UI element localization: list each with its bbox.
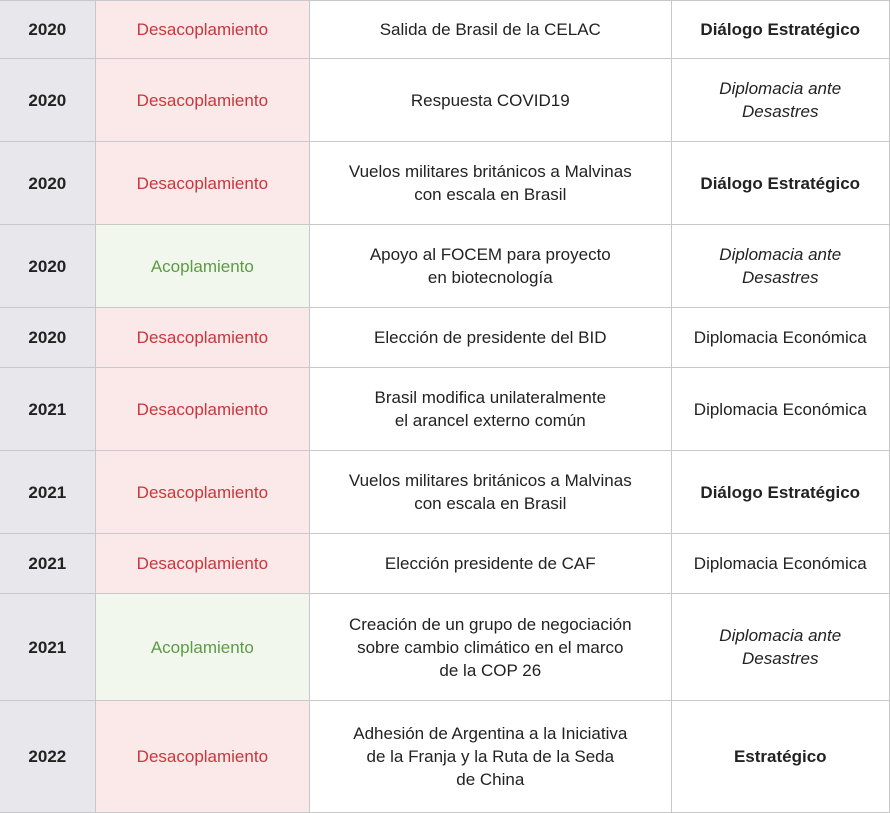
status-cell: Acoplamiento [94, 593, 311, 701]
category-line: Desastres [741, 102, 819, 121]
event-line: Salida de Brasil de la CELAC [379, 20, 601, 39]
category-line: Diplomacia Económica [693, 399, 867, 419]
category-cell: Diplomacia ante Desastres [670, 224, 890, 308]
event-line: Vuelos militares británicos a Malvinas [348, 162, 632, 181]
year-cell: 2020 [0, 58, 96, 142]
category-line: Estratégico [733, 747, 827, 766]
event-cell: Respuesta COVID19 [309, 58, 672, 142]
event-cell: Creación de un grupo de negociación sobre… [309, 593, 672, 701]
category-cell: Diálogo Estratégico [670, 0, 890, 59]
event-line: de China [456, 770, 525, 789]
event-cell: Vuelos militares británicos a Malvinas co… [309, 141, 672, 225]
category-line: Desastres [741, 649, 819, 668]
category-cell: Diplomacia ante Desastres [670, 58, 890, 142]
event-line: con escala en Brasil [414, 185, 567, 204]
year-cell: 2020 [0, 141, 96, 225]
event-line: Elección de presidente del BID [374, 328, 607, 347]
status-cell: Desacoplamiento [94, 307, 311, 368]
event-line: con escala en Brasil [414, 494, 567, 513]
year-cell: 2020 [0, 0, 96, 59]
category-line: Diplomacia ante [719, 626, 842, 645]
status-cell: Desacoplamiento [94, 700, 311, 813]
event-line: sobre cambio climático en el marco [357, 637, 624, 657]
table-row: 2022 Desacoplamiento Adhesión de Argentina… [0, 700, 890, 813]
status-cell: Acoplamiento [94, 224, 311, 308]
event-line: Vuelos militares británicos a Malvinas [348, 471, 632, 490]
table-row: 2021 Desacoplamiento Brasil modifica unila… [0, 367, 890, 451]
year-cell: 2020 [0, 224, 96, 308]
status-cell: Desacoplamiento [94, 450, 311, 534]
table-row: 2020 Desacoplamiento Salida de Brasil de l… [0, 0, 890, 59]
event-cell: Brasil modifica unilateralmente el arance… [309, 367, 672, 451]
category-cell: Estratégico [670, 700, 890, 813]
year-cell: 2021 [0, 367, 96, 451]
status-cell: Desacoplamiento [94, 141, 311, 225]
year-cell: 2021 [0, 533, 96, 594]
event-cell: Adhesión de Argentina a la Iniciativa de … [309, 700, 672, 813]
category-line: Diplomacia Económica [693, 328, 867, 347]
category-cell: Diplomacia ante Desastres [670, 593, 890, 701]
event-line: de la Franja y la Ruta de la Seda [366, 747, 615, 766]
category-line: Diplomacia ante [719, 245, 842, 264]
event-cell: Apoyo al FOCEM para proyecto en biotecnol… [309, 224, 672, 308]
year-cell: 2022 [0, 700, 96, 813]
category-line: Diálogo Estratégico [700, 20, 861, 39]
event-cell: Vuelos militares británicos a Malvinas co… [309, 450, 672, 534]
category-cell: Diplomacia Económica [670, 367, 890, 451]
category-line: Desastres [741, 268, 819, 287]
event-cell: Salida de Brasil de la CELAC [309, 0, 672, 59]
event-line: el arancel externo común [394, 411, 586, 430]
event-cell: Elección de presidente del BID [309, 307, 672, 368]
year-cell: 2021 [0, 593, 96, 701]
status-cell: Desacoplamiento [94, 533, 311, 594]
category-line: Diálogo Estratégico [700, 173, 861, 193]
table-row: 2021 Acoplamiento Creación de un grupo de … [0, 593, 890, 701]
event-line: Brasil modifica unilateralmente [374, 388, 607, 407]
table-row: 2020 Desacoplamiento Elección de president… [0, 307, 890, 368]
year-cell: 2021 [0, 450, 96, 534]
year-cell: 2020 [0, 307, 96, 368]
category-line: Diálogo Estratégico [700, 482, 861, 502]
event-line: Elección presidente de CAF [384, 554, 596, 573]
table-row: 2021 Desacoplamiento Vuelos militares brit… [0, 450, 890, 534]
table-row: 2021 Desacoplamiento Elección presidente d… [0, 533, 890, 594]
category-cell: Diálogo Estratégico [670, 450, 890, 534]
category-cell: Diplomacia Económica [670, 307, 890, 368]
category-cell: Diálogo Estratégico [670, 141, 890, 225]
event-cell: Elección presidente de CAF [309, 533, 672, 594]
category-line: Diplomacia ante [719, 79, 842, 98]
category-line: Diplomacia Económica [693, 554, 867, 573]
event-line: de la COP 26 [439, 660, 542, 680]
table-row: 2020 Desacoplamiento Respuesta COVID19 Dipl… [0, 58, 890, 142]
status-cell: Desacoplamiento [94, 367, 311, 451]
category-cell: Diplomacia Económica [670, 533, 890, 594]
table-row: 2020 Acoplamiento Apoyo al FOCEM para proy… [0, 224, 890, 308]
status-cell: Desacoplamiento [94, 0, 311, 59]
status-cell: Desacoplamiento [94, 58, 311, 142]
event-line: Creación de un grupo de negociación [348, 614, 632, 634]
event-line: Respuesta COVID19 [410, 90, 570, 110]
event-line: en biotecnología [427, 268, 553, 287]
table-row: 2020 Desacoplamiento Vuelos militares brit… [0, 141, 890, 225]
event-line: Apoyo al FOCEM para proyecto [369, 245, 611, 264]
event-line: Adhesión de Argentina a la Iniciativa [353, 724, 628, 743]
